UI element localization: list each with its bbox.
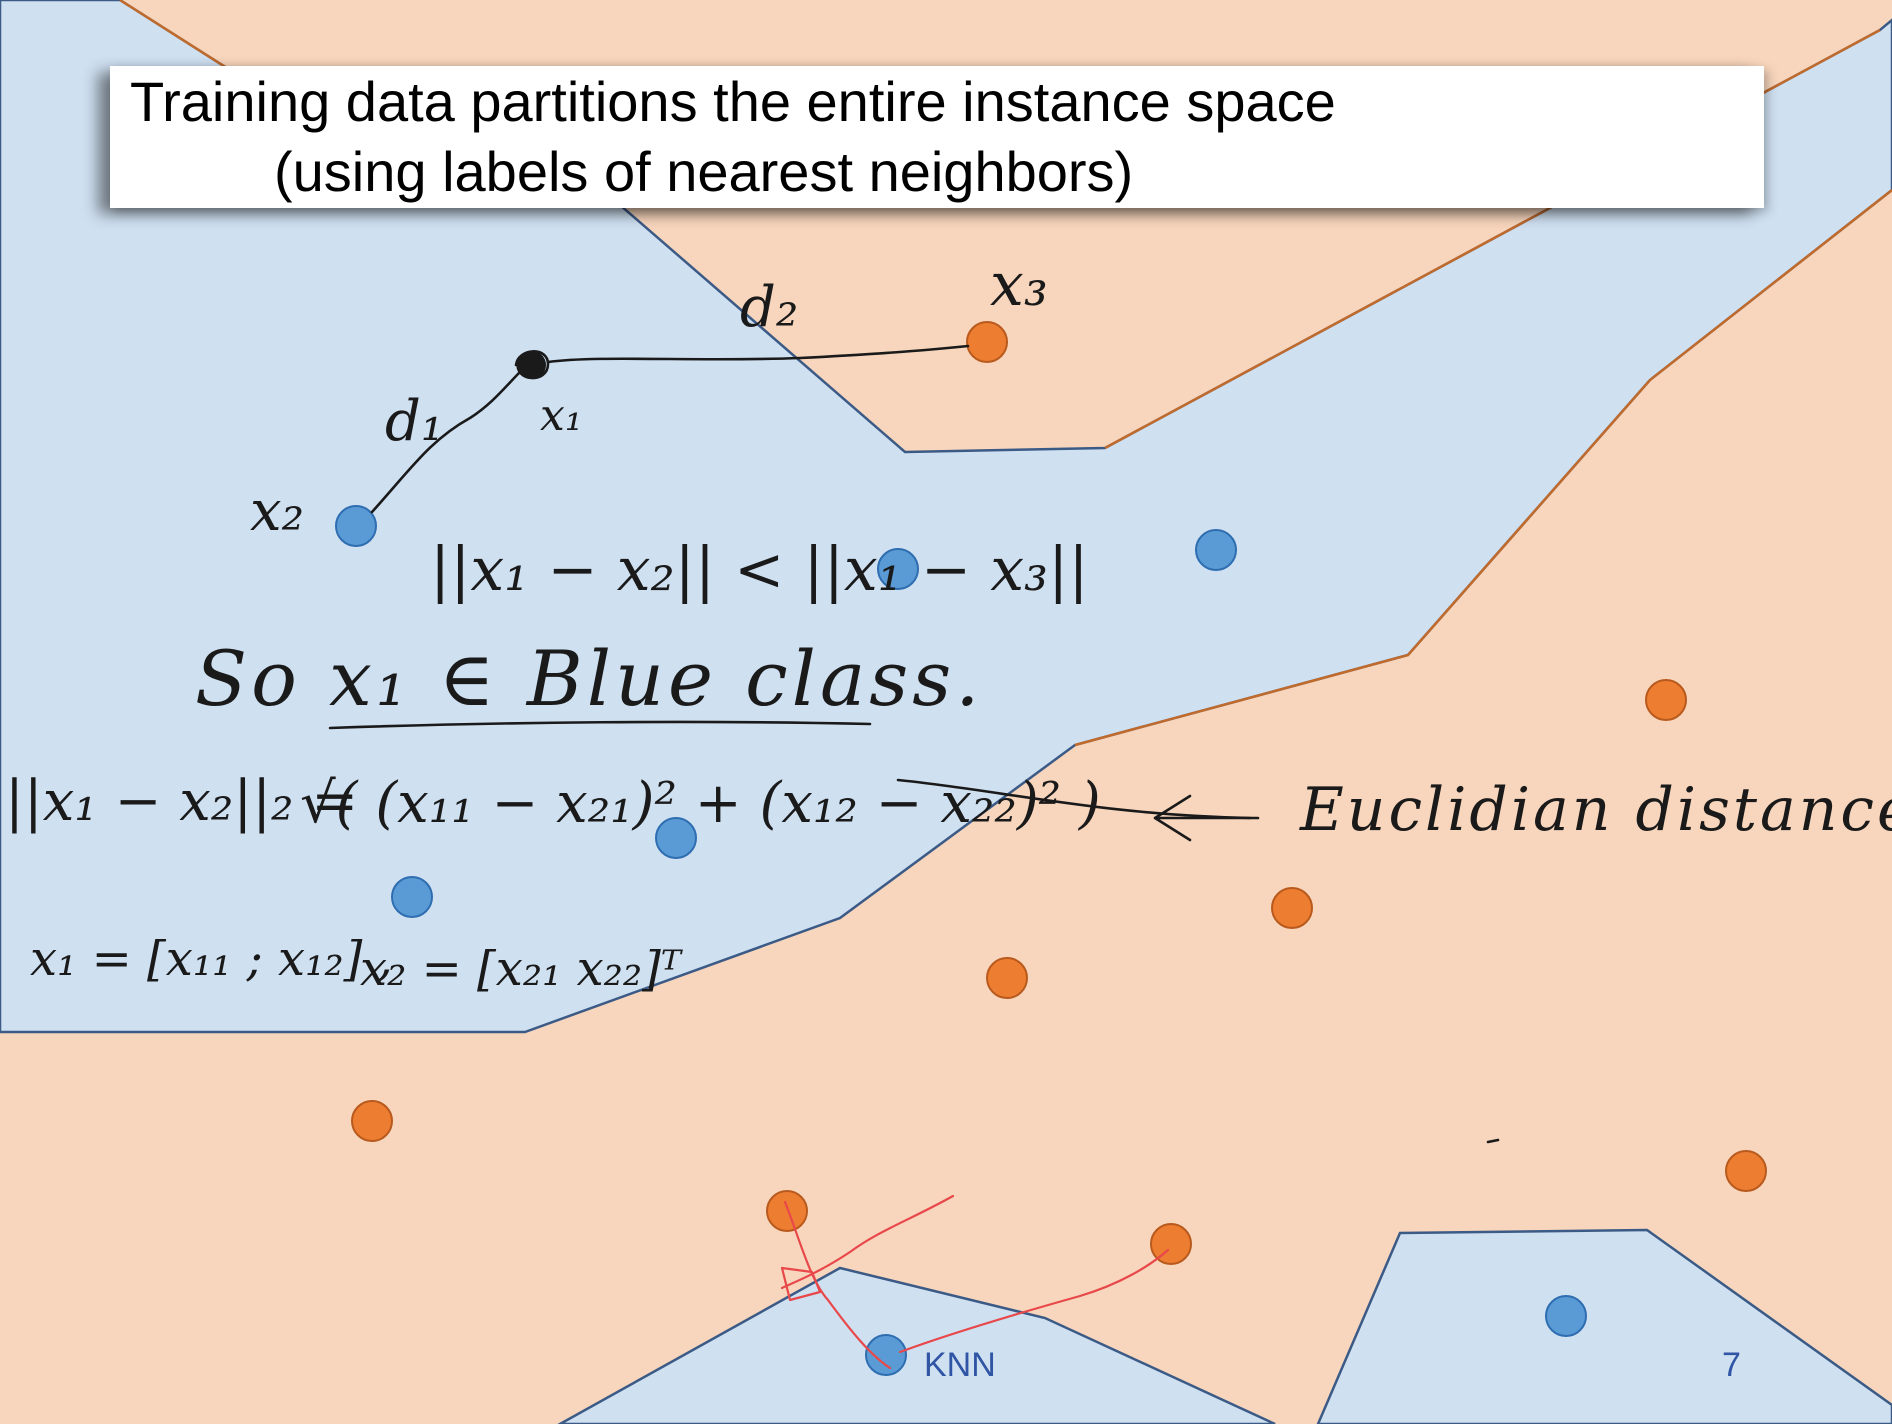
red-stroke xyxy=(780,1266,822,1302)
distance-curve-d2 xyxy=(546,344,970,364)
blue-point xyxy=(877,548,919,590)
blue-point xyxy=(655,817,697,859)
orange-point xyxy=(1725,1150,1767,1192)
blue-point xyxy=(865,1334,907,1376)
label-x1: x₁ xyxy=(540,390,582,441)
red-stroke xyxy=(898,1248,1170,1354)
euclidean-formula-lhs: ||x₁ − x₂||₂ = xyxy=(5,769,358,834)
slide-title-line-1: Training data partitions the entire inst… xyxy=(130,70,1336,133)
orange-point xyxy=(1150,1223,1192,1265)
red-stroke xyxy=(783,1200,892,1370)
inequality-note: ||x₁ − x₂|| < ||x₁ − x₃|| xyxy=(430,535,1089,605)
label-d2: d₂ xyxy=(740,275,798,340)
orange-point-x3 xyxy=(966,321,1008,363)
footer-label: KNN xyxy=(924,1346,996,1384)
x2-vector-note: x₂ = [x₂₁ x₂₂]ᵀ xyxy=(360,941,684,997)
blue-class-region-bottom-right xyxy=(1316,1228,1892,1424)
slide-title-line-2: (using labels of nearest neighbors) xyxy=(274,140,1134,203)
pointer-line xyxy=(896,778,1252,820)
slide-title-box: Training data partitions the entire inst… xyxy=(110,66,1764,208)
label-x3: x₃ xyxy=(990,250,1048,320)
query-point-x1 xyxy=(514,350,550,380)
orange-point xyxy=(1271,887,1313,929)
blue-point xyxy=(1545,1295,1587,1337)
x1-vector-note: x₁ = [x₁₁ ; x₁₂] , xyxy=(30,931,393,987)
label-x2: x₂ xyxy=(250,479,304,544)
distance-curve-d1 xyxy=(370,370,522,514)
euclidean-formula-rhs: √( (x₁₁ − x₂₁)² + (x₁₂ − x₂₂)² ) xyxy=(300,771,1101,836)
stray-ink-mark xyxy=(1486,1138,1500,1144)
pointer-arrow xyxy=(1153,794,1260,842)
blue-point xyxy=(1195,529,1237,571)
sqrt-overline xyxy=(328,720,872,730)
euclidean-label: Euclidian distance. xyxy=(1299,775,1892,845)
orange-point xyxy=(1645,679,1687,721)
orange-point xyxy=(351,1100,393,1142)
red-stroke xyxy=(780,1194,955,1290)
orange-point xyxy=(986,957,1028,999)
boundary-right xyxy=(1074,189,1892,747)
label-d1: d₁ xyxy=(385,389,443,454)
blue-point-x2 xyxy=(335,505,377,547)
page-number: 7 xyxy=(1722,1346,1741,1384)
blue-point xyxy=(391,876,433,918)
conclusion-note: So x₁ ∈ Blue class. xyxy=(195,634,983,723)
orange-point xyxy=(766,1190,808,1232)
